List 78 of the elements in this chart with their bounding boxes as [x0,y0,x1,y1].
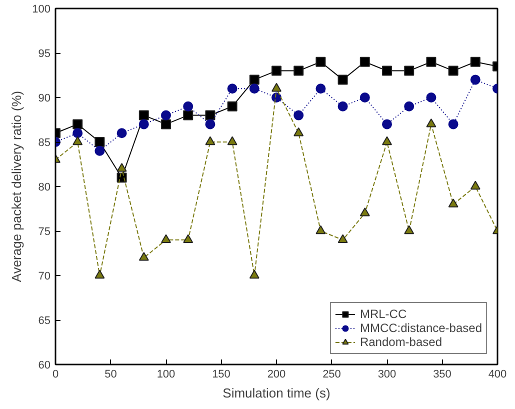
point [294,110,304,120]
y-tick-label: 65 [38,315,51,327]
point [382,119,392,130]
point [338,74,348,85]
point [426,56,436,67]
point [205,136,216,146]
point [360,56,370,67]
point [360,92,370,102]
point [116,163,127,172]
point [138,119,149,130]
point [316,84,326,94]
point [448,66,458,76]
point [161,119,171,130]
point [161,110,171,120]
point [183,110,194,120]
x-tick-label: 100 [156,368,176,380]
point [404,101,414,112]
point [227,136,238,146]
point [272,66,282,76]
x-tick-label: 250 [322,368,341,380]
point [249,270,260,279]
point [382,136,392,146]
x-tick-label: 150 [212,368,230,380]
point [426,92,436,102]
point [183,234,194,243]
point [94,137,105,147]
point [316,56,326,67]
point [470,56,480,67]
x-tick-label: 400 [488,368,507,380]
point [272,82,282,92]
point [161,234,171,243]
point [426,118,436,128]
legend-label: Random-based [360,335,442,349]
point [404,66,414,76]
point [470,74,480,85]
point [448,198,458,208]
point [470,180,480,190]
point [316,225,326,234]
point [338,101,348,112]
y-tick-label: 100 [32,4,51,16]
point [227,101,238,112]
point [294,127,304,136]
point [382,66,392,76]
point [448,119,458,130]
point [72,119,83,130]
x-tick-label: 50 [104,368,117,380]
legend-label: MRL-CC [360,307,407,321]
point [116,128,127,138]
point [249,84,260,94]
point [183,101,194,112]
legend-label: MMCC:distance-based [360,321,482,335]
point [94,146,105,156]
x-tick-label: 300 [378,368,396,380]
y-tick-label: 80 [38,182,51,194]
y-axis-title: Average packet delivery ratio (%) [9,90,24,282]
x-tick-label: 200 [267,368,286,380]
x-tick-label: 0 [52,368,59,380]
point [404,225,414,234]
y-tick-label: 70 [38,270,51,282]
y-tick-label: 90 [38,92,51,104]
point [72,136,83,146]
x-tick-label: 350 [433,368,452,380]
point [360,208,370,216]
y-tick-label: 75 [38,226,51,238]
point [249,74,260,85]
point [138,252,149,261]
point [338,234,348,243]
point [205,110,216,120]
point [294,66,304,76]
y-tick-label: 95 [38,48,51,60]
point [205,119,216,130]
point [94,270,105,279]
point [227,84,238,94]
point [138,110,149,120]
y-tick-label: 60 [38,360,51,372]
x-axis-title: Simulation time (s) [222,386,330,400]
y-tick-label: 85 [38,137,51,149]
point [72,128,83,138]
